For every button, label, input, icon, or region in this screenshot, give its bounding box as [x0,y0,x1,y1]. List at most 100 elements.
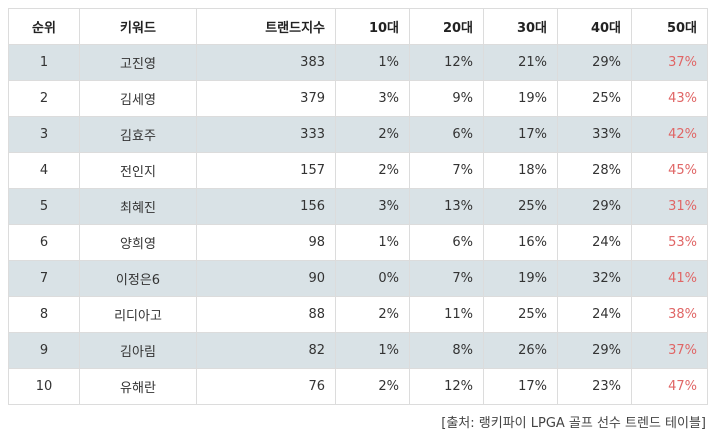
cell-keyword: 김세영 [79,80,197,117]
cell-age-20s: 7% [409,152,484,189]
header-rank: 순위 [8,8,80,45]
cell-age-10s: 2% [335,368,410,405]
cell-age-10s: 1% [335,332,410,369]
cell-age-20s: 6% [409,224,484,261]
cell-age-40s: 32% [557,260,632,297]
header-age-30s: 30대 [483,8,558,45]
cell-age-50s: 31% [631,188,708,225]
cell-age-40s: 24% [557,296,632,333]
cell-keyword: 유해란 [79,368,197,405]
cell-trend-index: 90 [196,260,336,297]
cell-age-10s: 2% [335,116,410,153]
table-row: 6 양희영 98 1% 6% 16% 24% 53% [8,224,708,261]
cell-keyword: 양희영 [79,224,197,261]
cell-age-50s: 47% [631,368,708,405]
cell-age-50s: 38% [631,296,708,333]
cell-age-20s: 12% [409,44,484,81]
cell-age-20s: 8% [409,332,484,369]
cell-trend-index: 333 [196,116,336,153]
cell-rank: 3 [8,116,80,153]
cell-age-40s: 23% [557,368,632,405]
header-age-40s: 40대 [557,8,632,45]
table-row: 10 유해란 76 2% 12% 17% 23% 47% [8,368,708,405]
cell-age-20s: 6% [409,116,484,153]
cell-age-10s: 0% [335,260,410,297]
cell-trend-index: 383 [196,44,336,81]
cell-trend-index: 156 [196,188,336,225]
cell-age-10s: 3% [335,188,410,225]
cell-age-50s: 37% [631,332,708,369]
cell-trend-index: 76 [196,368,336,405]
cell-age-10s: 3% [335,80,410,117]
header-age-20s: 20대 [409,8,484,45]
cell-trend-index: 88 [196,296,336,333]
cell-age-40s: 29% [557,44,632,81]
cell-keyword: 최혜진 [79,188,197,225]
cell-rank: 7 [8,260,80,297]
table-header-row: 순위 키워드 트랜드지수 10대 20대 30대 40대 50대 [8,8,708,45]
cell-keyword: 김아림 [79,332,197,369]
cell-age-20s: 11% [409,296,484,333]
header-age-50s: 50대 [631,8,708,45]
cell-rank: 1 [8,44,80,81]
cell-age-50s: 37% [631,44,708,81]
cell-age-50s: 45% [631,152,708,189]
header-keyword: 키워드 [79,8,197,45]
cell-age-20s: 7% [409,260,484,297]
cell-age-30s: 25% [483,296,558,333]
cell-age-30s: 21% [483,44,558,81]
cell-trend-index: 82 [196,332,336,369]
cell-rank: 4 [8,152,80,189]
table-row: 4 전인지 157 2% 7% 18% 28% 45% [8,152,708,189]
cell-rank: 5 [8,188,80,225]
header-age-10s: 10대 [335,8,410,45]
cell-age-50s: 53% [631,224,708,261]
cell-age-40s: 25% [557,80,632,117]
cell-age-30s: 19% [483,80,558,117]
cell-keyword: 김효주 [79,116,197,153]
cell-age-30s: 17% [483,368,558,405]
cell-age-30s: 19% [483,260,558,297]
cell-trend-index: 379 [196,80,336,117]
cell-rank: 6 [8,224,80,261]
cell-age-40s: 24% [557,224,632,261]
cell-age-30s: 26% [483,332,558,369]
table-row: 3 김효주 333 2% 6% 17% 33% 42% [8,116,708,153]
cell-rank: 8 [8,296,80,333]
cell-keyword: 전인지 [79,152,197,189]
cell-keyword: 이정은6 [79,260,197,297]
cell-rank: 9 [8,332,80,369]
cell-age-20s: 12% [409,368,484,405]
cell-age-20s: 9% [409,80,484,117]
cell-age-50s: 42% [631,116,708,153]
cell-age-40s: 29% [557,188,632,225]
cell-age-20s: 13% [409,188,484,225]
lpga-trend-table: 순위 키워드 트랜드지수 10대 20대 30대 40대 50대 1 고진영 3… [8,8,708,405]
cell-age-50s: 41% [631,260,708,297]
cell-age-30s: 16% [483,224,558,261]
cell-age-10s: 2% [335,152,410,189]
table-row: 8 리디아고 88 2% 11% 25% 24% 38% [8,296,708,333]
table-row: 2 김세영 379 3% 9% 19% 25% 43% [8,80,708,117]
header-trend-index: 트랜드지수 [196,8,336,45]
cell-age-40s: 28% [557,152,632,189]
cell-age-50s: 43% [631,80,708,117]
cell-age-30s: 18% [483,152,558,189]
table-row: 5 최혜진 156 3% 13% 25% 29% 31% [8,188,708,225]
cell-rank: 2 [8,80,80,117]
table-row: 9 김아림 82 1% 8% 26% 29% 37% [8,332,708,369]
table-row: 1 고진영 383 1% 12% 21% 29% 37% [8,44,708,81]
source-note: [출처: 랭키파이 LPGA 골프 선수 트렌드 테이블] [441,416,706,431]
cell-age-10s: 1% [335,224,410,261]
cell-rank: 10 [8,368,80,405]
table-row: 7 이정은6 90 0% 7% 19% 32% 41% [8,260,708,297]
cell-keyword: 고진영 [79,44,197,81]
cell-trend-index: 157 [196,152,336,189]
cell-keyword: 리디아고 [79,296,197,333]
cell-age-30s: 25% [483,188,558,225]
cell-age-40s: 33% [557,116,632,153]
cell-age-10s: 1% [335,44,410,81]
cell-age-40s: 29% [557,332,632,369]
cell-trend-index: 98 [196,224,336,261]
